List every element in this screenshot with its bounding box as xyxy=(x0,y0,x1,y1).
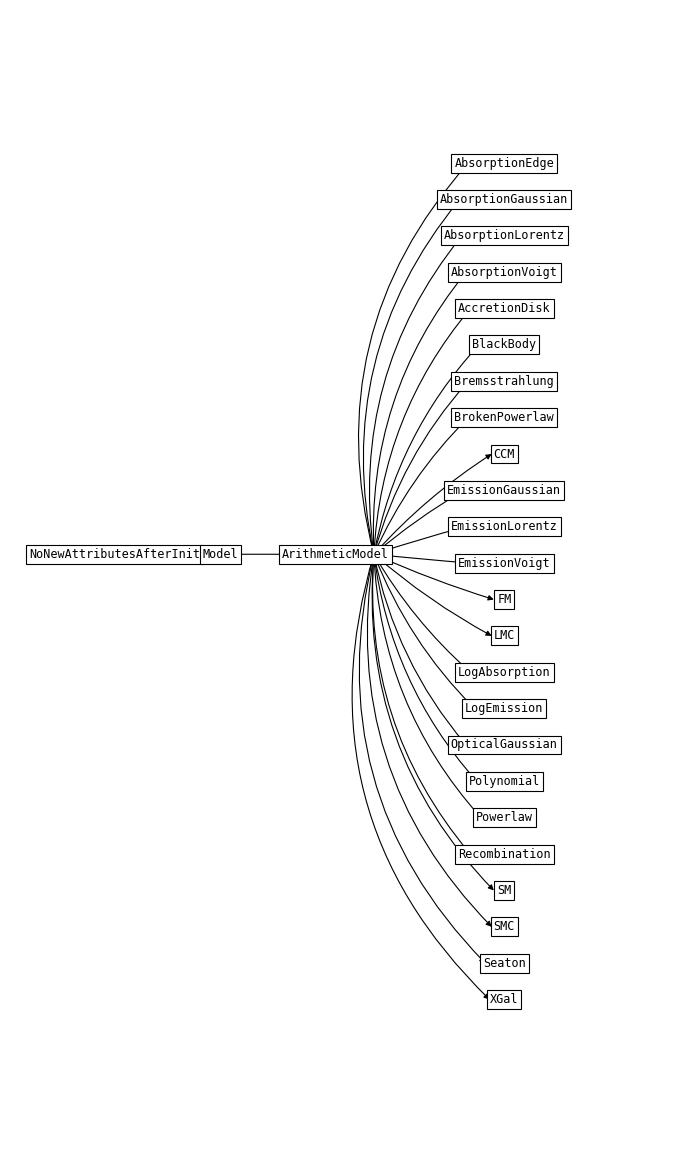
Text: NoNewAttributesAfterInit: NoNewAttributesAfterInit xyxy=(29,547,200,561)
Text: SMC: SMC xyxy=(494,920,515,933)
Text: EmissionGaussian: EmissionGaussian xyxy=(447,484,562,497)
Text: BlackBody: BlackBody xyxy=(472,339,536,351)
Text: OpticalGaussian: OpticalGaussian xyxy=(451,738,557,751)
Text: AbsorptionGaussian: AbsorptionGaussian xyxy=(440,192,568,206)
Text: AccretionDisk: AccretionDisk xyxy=(458,302,551,314)
Text: BrokenPowerlaw: BrokenPowerlaw xyxy=(454,411,554,424)
Text: LMC: LMC xyxy=(494,629,515,643)
Text: SM: SM xyxy=(497,884,512,897)
Text: FM: FM xyxy=(497,593,512,606)
Text: ArithmeticModel: ArithmeticModel xyxy=(282,547,389,561)
Text: Powerlaw: Powerlaw xyxy=(476,811,533,824)
Text: Seaton: Seaton xyxy=(483,956,525,970)
Text: Bremsstrahlung: Bremsstrahlung xyxy=(454,374,554,388)
Text: AbsorptionLorentz: AbsorptionLorentz xyxy=(444,229,565,242)
Text: XGal: XGal xyxy=(490,993,518,1006)
Text: LogEmission: LogEmission xyxy=(465,702,544,715)
Text: EmissionVoigt: EmissionVoigt xyxy=(458,556,551,569)
Text: AbsorptionVoigt: AbsorptionVoigt xyxy=(451,266,557,279)
Text: Recombination: Recombination xyxy=(458,848,551,861)
Text: CCM: CCM xyxy=(494,447,515,461)
Text: LogAbsorption: LogAbsorption xyxy=(458,666,551,679)
Text: AbsorptionEdge: AbsorptionEdge xyxy=(454,157,554,169)
Text: Model: Model xyxy=(203,547,239,561)
Text: Polynomial: Polynomial xyxy=(469,775,540,788)
Text: EmissionLorentz: EmissionLorentz xyxy=(451,521,557,533)
